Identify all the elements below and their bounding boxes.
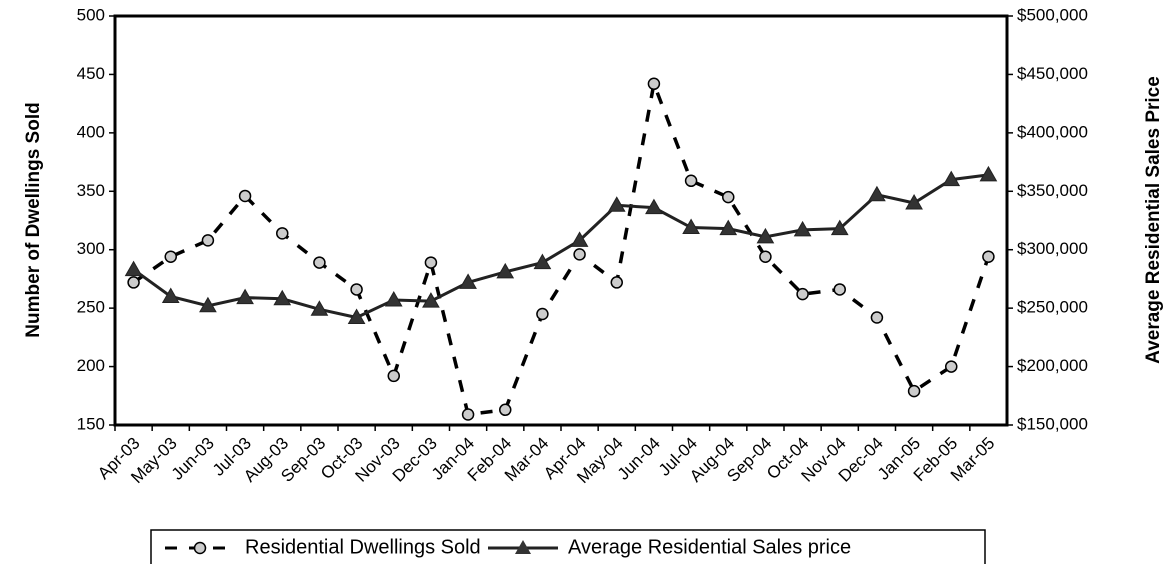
point [607, 196, 626, 212]
point [907, 384, 921, 398]
point [384, 290, 403, 307]
point [313, 256, 326, 269]
y2-tick-label: $450,000 [1017, 64, 1088, 83]
y-tick-label: 300 [77, 239, 105, 258]
point [533, 253, 552, 270]
point [684, 174, 698, 188]
legend-marker [193, 541, 207, 555]
y2-tick-label: $300,000 [1017, 239, 1088, 258]
point [161, 287, 180, 303]
point [719, 219, 738, 236]
point [868, 185, 886, 202]
y2-tick-label: $200,000 [1017, 356, 1088, 375]
point [945, 360, 958, 373]
point [459, 273, 477, 289]
y2-tick-label: $250,000 [1017, 298, 1088, 317]
point [793, 220, 812, 237]
point [273, 289, 292, 306]
y2-axis-label: Average Residential Sales Price [1143, 76, 1164, 364]
point [201, 234, 215, 247]
legend-marker [515, 540, 531, 554]
point [905, 193, 923, 210]
y2-tick-label: $400,000 [1017, 122, 1088, 141]
plot-border [113, 14, 1009, 427]
y-axis-label: Number of Dwellings Sold [23, 102, 44, 337]
y-tick-label: 400 [77, 122, 105, 141]
point [682, 218, 700, 235]
y-tick-label: 200 [77, 356, 105, 375]
point [982, 250, 995, 263]
y-tick-label: 450 [77, 64, 105, 83]
y-tick-label: 250 [77, 298, 105, 317]
series-line [132, 77, 991, 417]
x-tick-label: Jun-04 [614, 434, 664, 484]
point [199, 296, 217, 313]
point [610, 276, 623, 289]
point [499, 403, 512, 417]
point [833, 283, 846, 296]
legend-label: Average Residential Sales price [568, 536, 851, 558]
y-tick-label: 500 [77, 5, 105, 24]
point [424, 256, 438, 269]
point [756, 227, 775, 244]
point [276, 227, 289, 240]
series-line [132, 173, 989, 320]
point [347, 308, 366, 324]
point [722, 190, 735, 204]
y2-tick-label: $350,000 [1017, 181, 1088, 200]
y-tick-label: 150 [77, 414, 105, 433]
point [536, 307, 549, 321]
point [979, 165, 998, 182]
point [830, 219, 849, 236]
point [238, 189, 252, 203]
x-tick-label: Jun-03 [168, 434, 218, 484]
point [164, 250, 177, 263]
point [647, 77, 661, 91]
point [422, 292, 440, 308]
point [796, 287, 809, 301]
legend-box [150, 529, 986, 564]
y-tick-label: 350 [77, 181, 105, 200]
point [310, 300, 329, 316]
point [759, 250, 772, 263]
point [350, 283, 363, 296]
point [570, 231, 589, 247]
y2-tick-label: $150,000 [1017, 414, 1088, 433]
point [124, 260, 143, 277]
legend-label: Residential Dwellings Sold [245, 536, 481, 558]
point [942, 170, 961, 187]
point [496, 262, 515, 279]
point [645, 198, 663, 215]
point [387, 369, 400, 383]
point [127, 276, 140, 289]
point [870, 311, 884, 324]
point [461, 408, 475, 421]
point [236, 288, 254, 305]
point [573, 248, 586, 261]
y2-tick-label: $500,000 [1017, 5, 1088, 24]
